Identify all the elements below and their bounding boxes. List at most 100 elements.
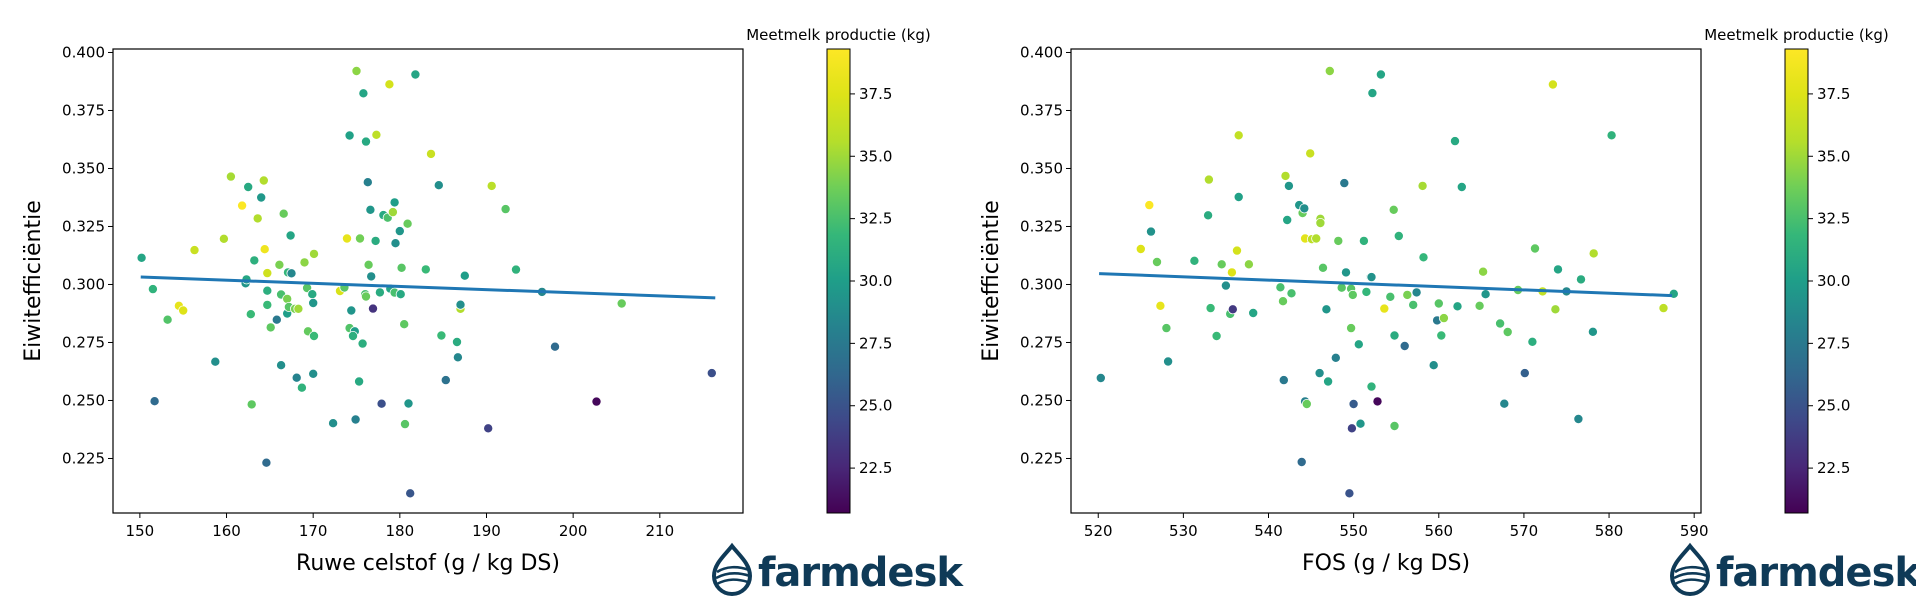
data-point xyxy=(389,197,400,208)
data-point xyxy=(1339,178,1350,189)
data-point xyxy=(1203,210,1214,221)
x-tick-label: 190 xyxy=(472,522,501,540)
data-point xyxy=(307,289,318,300)
x-tick-label: 590 xyxy=(1680,522,1709,540)
data-point xyxy=(1385,291,1396,302)
data-point xyxy=(1161,323,1172,334)
data-point xyxy=(1189,255,1200,266)
data-point xyxy=(1283,180,1294,191)
data-point xyxy=(1275,282,1286,293)
data-point xyxy=(1519,368,1530,379)
data-point xyxy=(1480,289,1491,300)
data-point xyxy=(1344,488,1355,499)
scatter-panel-fos: 0.225 0.250 0.275 0.300 0.325 0.350 0.375 0.400… xyxy=(979,26,1916,596)
data-point xyxy=(1301,398,1312,409)
data-point xyxy=(500,204,511,215)
colorbar-tick-label: 22.5 xyxy=(1817,459,1850,477)
data-point xyxy=(351,66,362,77)
trendline xyxy=(1099,272,1673,298)
colorbar-tick-label: 27.5 xyxy=(1817,334,1850,352)
colorbar-tick-label: 37.5 xyxy=(859,85,892,103)
data-point xyxy=(1324,66,1335,77)
data-point xyxy=(1216,259,1227,270)
y-tick-label: 0.325 xyxy=(62,217,105,235)
x-tick-label: 170 xyxy=(299,522,328,540)
trendline xyxy=(140,275,716,300)
data-point xyxy=(354,376,365,387)
y-tick-label: 0.400 xyxy=(62,43,105,61)
y-axis-ticks: 0.225 0.250 0.275 0.300 0.325 0.350 0.375 0.400 xyxy=(62,43,113,467)
x-tick-label: 530 xyxy=(1169,522,1198,540)
data-point xyxy=(149,396,160,407)
y-tick-label: 0.300 xyxy=(62,275,105,293)
data-point xyxy=(1347,289,1358,300)
data-point xyxy=(274,259,285,270)
data-point xyxy=(367,303,378,314)
data-point xyxy=(1341,267,1352,278)
data-point xyxy=(354,233,365,244)
colorbar: Meetmelk productie (kg) 22.5 25.0 27.5 30.0… xyxy=(1704,26,1889,514)
y-axis-ticks: 0.225 0.250 0.275 0.300 0.325 0.350 0.375 0.400 xyxy=(1020,43,1071,467)
data-point xyxy=(1428,360,1439,371)
data-point xyxy=(425,148,436,159)
data-point xyxy=(237,200,248,211)
x-tick-label: 150 xyxy=(126,522,155,540)
data-point xyxy=(262,268,273,279)
data-point xyxy=(1375,69,1386,80)
y-axis-label: Eiwitefficiëntie xyxy=(21,200,46,362)
data-point xyxy=(271,314,282,325)
data-point xyxy=(1361,286,1372,297)
y-tick-label: 0.275 xyxy=(1020,333,1063,351)
data-point xyxy=(1399,340,1410,351)
plot-frame xyxy=(112,48,744,514)
data-point xyxy=(1478,266,1489,277)
data-point xyxy=(276,360,287,371)
data-point xyxy=(1152,256,1163,267)
data-point xyxy=(1438,313,1449,324)
data-point xyxy=(1417,180,1428,191)
data-point xyxy=(402,218,413,229)
data-point xyxy=(706,368,717,379)
data-point xyxy=(1411,287,1422,298)
colorbar-tick-label: 22.5 xyxy=(859,459,892,477)
data-point xyxy=(1379,303,1390,314)
data-point xyxy=(363,259,374,270)
data-point xyxy=(225,171,236,182)
y-tick-label: 0.250 xyxy=(62,391,105,409)
data-point xyxy=(550,341,561,352)
x-axis-ticks: 520 530 540 550 560 570 580 590 xyxy=(1084,513,1709,540)
data-point xyxy=(1243,259,1254,270)
data-point xyxy=(296,382,307,393)
y-tick-label: 0.375 xyxy=(1020,101,1063,119)
x-axis-ticks: 150 160 170 180 190 200 210 xyxy=(126,513,674,540)
data-point xyxy=(189,245,200,256)
data-point xyxy=(387,207,398,218)
colorbar-tick-label: 27.5 xyxy=(859,334,892,352)
x-tick-label: 570 xyxy=(1510,522,1539,540)
x-tick-label: 180 xyxy=(386,522,415,540)
data-point xyxy=(1233,191,1244,202)
data-point xyxy=(1311,233,1322,244)
data-point xyxy=(396,262,407,273)
colorbar-tick-label: 30.0 xyxy=(859,272,892,290)
data-point xyxy=(1305,148,1316,159)
colorbar-tick-label: 32.5 xyxy=(1817,210,1850,228)
scatter-panel-ruwe-celstof: 0.225 0.250 0.275 0.300 0.325 0.350 0.375 0.400… xyxy=(21,26,965,596)
data-point xyxy=(1321,304,1332,315)
colorbar-gradient xyxy=(1784,48,1809,514)
data-point xyxy=(350,414,361,425)
data-point xyxy=(308,368,319,379)
data-point xyxy=(258,175,269,186)
data-point xyxy=(243,181,254,192)
colorbar-tick-label: 32.5 xyxy=(859,210,892,228)
data-point xyxy=(1389,420,1400,431)
scatter-points xyxy=(1095,66,1679,499)
data-point xyxy=(1367,88,1378,99)
scatter-points xyxy=(136,66,717,499)
data-point xyxy=(459,270,470,281)
data-point xyxy=(259,244,270,255)
data-point xyxy=(1658,303,1669,314)
data-point xyxy=(1588,248,1599,259)
data-point xyxy=(399,319,410,330)
data-point xyxy=(1433,298,1444,309)
